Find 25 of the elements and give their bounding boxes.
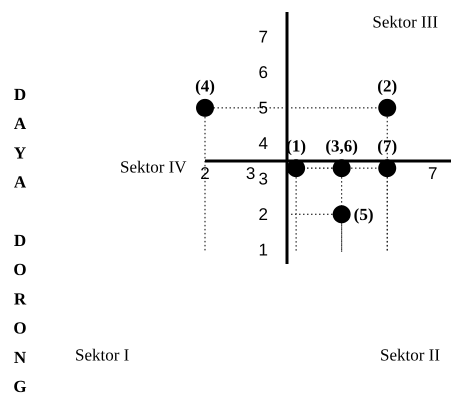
annotation: (5) <box>354 204 374 224</box>
y-tick-label: 2 <box>258 204 268 224</box>
point <box>332 159 351 178</box>
annotation: (3,6) <box>325 136 358 156</box>
x-tick-label: 2 <box>200 164 210 184</box>
annotation: (2) <box>377 76 398 96</box>
point <box>332 205 351 224</box>
text: DAYA DORONG <box>13 85 27 396</box>
text: Sektor II <box>380 346 440 364</box>
y-tick-label: 1 <box>258 240 268 260</box>
text: Sektor I <box>75 346 130 364</box>
point <box>196 98 214 117</box>
annotation: Sektor III <box>372 12 438 32</box>
y-tick-label: 6 <box>258 62 268 82</box>
y-tick-label: 7 <box>258 27 268 46</box>
x-tick-label: 7 <box>428 164 438 184</box>
y-tick-label: 4 <box>258 134 268 153</box>
x-tick-label: 3 <box>246 164 256 184</box>
point <box>378 159 396 178</box>
point <box>378 98 396 117</box>
y-tick-label: 5 <box>258 98 268 118</box>
point <box>287 159 306 178</box>
text: Sektor IV <box>120 158 188 176</box>
annotation: (7) <box>377 136 398 156</box>
annotation: (4) <box>195 76 215 96</box>
